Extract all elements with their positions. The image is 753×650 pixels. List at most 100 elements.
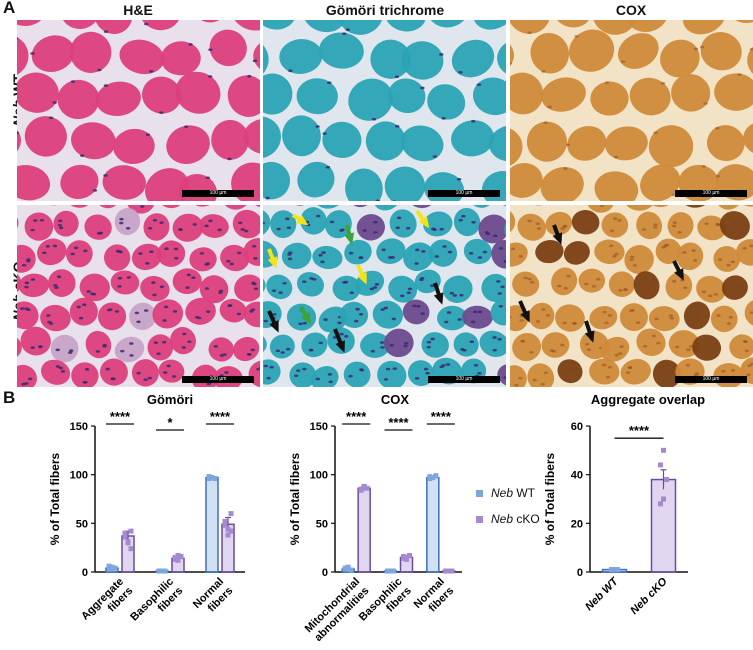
data-point <box>128 528 134 534</box>
bar <box>426 476 440 573</box>
data-point <box>664 477 669 483</box>
significance-marker: **** <box>210 409 231 424</box>
y-tick-label: 40 <box>571 470 583 482</box>
x-tick-label: Aggregatefibers <box>79 576 135 632</box>
data-point <box>159 568 165 574</box>
data-point <box>661 447 666 453</box>
column-header-cox: COX <box>615 2 647 18</box>
x-tick-label: Basophilicfibers <box>357 576 414 633</box>
data-point <box>661 496 666 502</box>
scale-bar: 100 µm <box>428 190 500 197</box>
y-axis-label: % of Total fibers <box>543 452 557 545</box>
data-point <box>228 528 234 534</box>
chart-1: COX% of Total fibers050100150****Mitocho… <box>288 392 462 644</box>
y-tick-label: 20 <box>571 518 583 530</box>
data-point <box>658 462 663 468</box>
data-point <box>228 511 234 517</box>
data-point <box>212 476 218 482</box>
column-header-gomori: Gömöri trichrome <box>325 2 445 18</box>
data-point <box>658 501 663 507</box>
data-point <box>122 534 128 540</box>
x-tick-label: Normalfibers <box>412 576 456 620</box>
data-point <box>404 554 409 560</box>
data-point <box>443 568 449 574</box>
y-tick-label: 150 <box>70 421 88 433</box>
y-tick-label: 0 <box>577 567 583 579</box>
data-point <box>106 566 112 572</box>
data-point <box>342 565 348 571</box>
panel-b-label: B <box>3 388 16 407</box>
micrograph-he-cko <box>17 205 260 387</box>
data-point <box>609 567 614 573</box>
significance-marker: **** <box>431 409 452 424</box>
data-point <box>427 476 433 482</box>
data-point <box>364 485 370 491</box>
data-point <box>391 568 396 574</box>
scale-bar: 100 µm <box>675 190 747 197</box>
data-point <box>206 476 212 482</box>
significance-marker: **** <box>346 409 367 424</box>
micrograph-gomori-cko <box>263 205 506 387</box>
scale-bar: 100 µm <box>182 376 254 383</box>
data-point <box>209 475 215 481</box>
y-tick-label: 100 <box>70 470 88 482</box>
x-tick-label: Normalfibers <box>191 576 235 620</box>
scale-bar: 100 µm <box>182 190 254 197</box>
y-tick-label: 60 <box>571 421 583 433</box>
data-point <box>612 567 617 573</box>
data-point <box>109 566 115 572</box>
panel-a-label: A <box>3 0 16 17</box>
x-tick-label: Neb WT <box>583 575 621 613</box>
y-tick-label: 50 <box>316 518 328 530</box>
significance-marker: **** <box>110 409 131 424</box>
legend-swatch-wt <box>476 490 483 498</box>
legend-swatch-cko <box>476 516 483 524</box>
significance-marker: * <box>167 415 173 430</box>
chart-title: Gömöri <box>147 392 193 407</box>
data-point <box>175 557 181 563</box>
y-tick-label: 0 <box>82 567 88 579</box>
data-point <box>430 475 436 481</box>
data-point <box>446 568 452 574</box>
legend-item-wt: Neb WT <box>476 486 535 500</box>
chart-title: COX <box>381 392 410 407</box>
chart-0: Gömöri % of Total fibers 0 50 100 150 **** Aggr… <box>48 392 245 633</box>
data-point <box>361 484 367 490</box>
data-point <box>225 532 231 538</box>
data-point <box>433 473 439 479</box>
significance-marker: **** <box>629 423 650 438</box>
data-point <box>122 530 128 536</box>
data-point <box>348 567 354 573</box>
data-point <box>106 563 112 569</box>
y-tick-label: 150 <box>310 421 328 433</box>
data-point <box>449 568 455 574</box>
significance-marker: **** <box>388 415 409 430</box>
y-tick-label: 0 <box>322 567 328 579</box>
data-point <box>225 526 231 532</box>
chart-title: Aggregate overlap <box>591 392 705 407</box>
micrograph-cox-cko <box>510 205 753 387</box>
data-point <box>385 568 390 574</box>
chart-2: Aggregate overlap % of Total fibers 0 20 40 6… <box>543 392 705 617</box>
data-point <box>358 486 364 492</box>
x-tick-label: Basophilicfibers <box>128 576 185 633</box>
bar <box>650 478 677 573</box>
data-point <box>401 553 406 559</box>
data-point <box>175 552 181 558</box>
data-point <box>345 564 351 570</box>
micrograph-he-wt <box>17 20 260 201</box>
data-point <box>178 553 184 559</box>
data-point <box>388 568 393 574</box>
y-axis-label: % of Total fibers <box>48 452 62 545</box>
y-axis-label: % of Total fibers <box>288 452 302 545</box>
bar <box>205 476 219 573</box>
column-header-he: H&E <box>123 2 153 18</box>
data-point <box>162 568 168 574</box>
data-point <box>125 539 131 545</box>
data-point <box>128 546 134 552</box>
scale-bar: 100 µm <box>428 376 500 383</box>
data-point <box>172 554 178 560</box>
legend-item-cko: Neb cKO <box>476 512 540 526</box>
micrograph-cox-wt <box>510 20 753 201</box>
data-point <box>407 552 412 558</box>
